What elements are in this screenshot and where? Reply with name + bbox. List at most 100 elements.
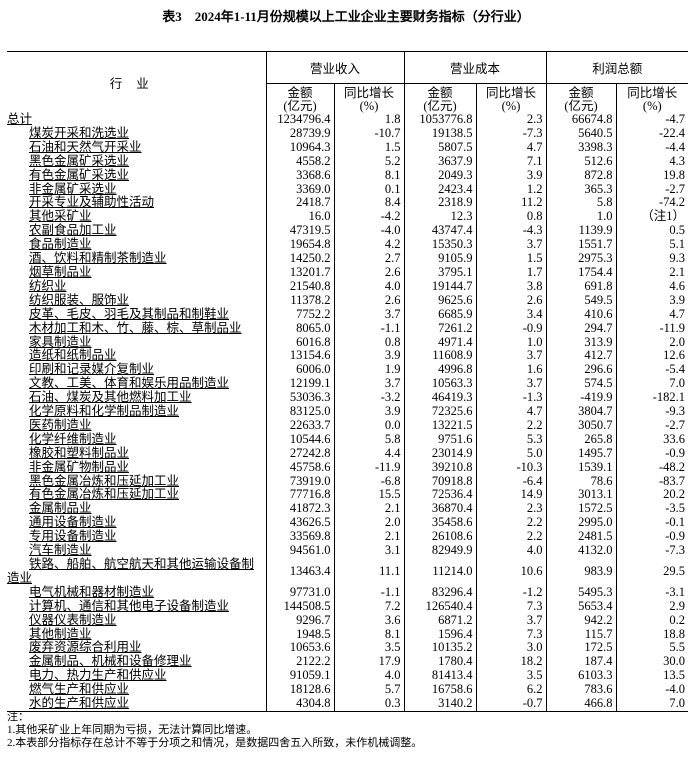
table-row: 有色金属矿采选业 3368.6 8.1 2049.3 3.9 872.8 19.8 xyxy=(7,168,689,183)
cost-growth: 3.5 xyxy=(475,668,547,684)
profit-amount: -419.9 xyxy=(545,390,617,406)
profit-growth: 30.0 xyxy=(615,654,689,670)
industry-name: 印刷和记录媒介复制业 xyxy=(29,362,155,377)
subheader-amount: 金额 (亿元) xyxy=(545,83,617,113)
revenue-amount: 10544.6 xyxy=(265,432,334,447)
industry-name: 文教、工美、体育和娱乐用品制造业 xyxy=(29,376,230,391)
cost-growth: 3.8 xyxy=(475,279,547,294)
table-row: 化学原料和化学制品制造业 83125.0 3.9 72325.6 4.7 3804.7 -9… xyxy=(7,404,689,419)
cost-amount: 4996.8 xyxy=(403,362,477,378)
profit-growth: -3.5 xyxy=(615,501,689,517)
cost-amount: 70918.8 xyxy=(403,474,477,489)
header-cost: 营业成本 xyxy=(403,51,547,84)
table-row: 印刷和记录媒介复制业 6006.0 1.9 4996.8 1.6 296.6 -5.4 xyxy=(7,362,689,378)
cost-growth: -4.3 xyxy=(475,223,547,239)
revenue-amount: 13463.4 xyxy=(265,558,334,586)
revenue-amount: 9296.7 xyxy=(265,613,334,628)
revenue-amount: 28739.9 xyxy=(265,126,334,141)
profit-amount: 1139.9 xyxy=(545,223,617,239)
industry-name: 仪器仪表制造业 xyxy=(29,612,117,627)
revenue-growth: 7.2 xyxy=(333,599,405,614)
industry-name: 酒、饮料和精制茶制造业 xyxy=(29,251,167,266)
industry-name: 其他制造业 xyxy=(29,626,92,641)
revenue-amount: 3369.0 xyxy=(265,182,334,197)
subheader-growth: 同比增长 (%) xyxy=(615,83,689,113)
cost-growth: 3.0 xyxy=(475,641,547,656)
profit-amount: 296.6 xyxy=(545,362,617,378)
revenue-amount: 47319.5 xyxy=(265,223,334,239)
cost-amount: 7261.2 xyxy=(403,321,477,336)
profit-amount: 4132.0 xyxy=(545,543,617,558)
industry-name: 木材加工和木、竹、藤、棕、草制品业 xyxy=(29,320,242,335)
revenue-amount: 3368.6 xyxy=(265,168,334,183)
table-row: 燃气生产和供应业 18128.6 5.7 16758.6 6.2 783.6 -4.0 xyxy=(7,682,689,698)
revenue-amount: 91059.1 xyxy=(265,668,334,684)
subheader-growth: 同比增长 (%) xyxy=(475,83,547,113)
table-row: 黑色金属冶炼和压延加工业 73919.0 -6.8 70918.8 -6.4 78.6 -8… xyxy=(7,473,689,489)
profit-amount: 2975.3 xyxy=(545,251,617,266)
profit-amount: 265.8 xyxy=(545,432,617,447)
cost-amount: 43747.4 xyxy=(403,223,477,239)
revenue-amount: 13154.6 xyxy=(265,349,334,364)
cost-amount: 1053776.8 xyxy=(403,112,477,127)
profit-amount: 466.8 xyxy=(545,696,617,712)
revenue-growth: 17.9 xyxy=(333,654,405,670)
revenue-amount: 1234796.4 xyxy=(265,112,334,127)
revenue-growth: -1.1 xyxy=(333,321,405,336)
profit-growth: 4.7 xyxy=(615,307,689,322)
table-row: 电力、热力生产和供应业 91059.1 4.0 81413.4 3.5 6103.3 13.… xyxy=(7,668,689,684)
profit-amount: 2995.0 xyxy=(545,515,617,531)
industry-name: 水的生产和供应业 xyxy=(7,696,266,712)
industry-name: 总计 xyxy=(7,112,33,126)
table-row: 农副食品加工业 47319.5 -4.0 43747.4 -4.3 1139.9 0.5 xyxy=(7,223,689,239)
cost-growth: 4.7 xyxy=(475,140,547,155)
cost-amount: 9105.9 xyxy=(403,251,477,266)
cost-growth: 14.9 xyxy=(475,488,547,503)
cost-growth: 2.2 xyxy=(475,515,547,531)
profit-growth: 18.8 xyxy=(615,627,689,642)
revenue-growth: 0.3 xyxy=(333,696,405,712)
profit-growth: （注1） xyxy=(615,209,689,225)
cost-amount: 10135.2 xyxy=(403,641,477,656)
cost-amount: 10563.3 xyxy=(403,376,477,392)
cost-growth: 3.9 xyxy=(475,168,547,183)
industry-name: 黑色金属冶炼和压延加工业 xyxy=(29,473,180,488)
profit-growth: -83.7 xyxy=(615,474,689,489)
profit-growth: 9.3 xyxy=(615,251,689,266)
industry-name: 铁路、船舶、航空航天和其他运输设备制造业 xyxy=(7,557,255,585)
revenue-growth: 5.2 xyxy=(333,154,405,169)
profit-growth: -7.3 xyxy=(615,543,689,558)
industry-name: 橡胶和塑料制品业 xyxy=(29,445,130,460)
revenue-growth: 3.1 xyxy=(333,543,405,558)
profit-growth: 29.5 xyxy=(615,558,689,586)
cost-growth: -1.3 xyxy=(475,390,547,406)
table-row: 通用设备制造业 43626.5 2.0 35458.6 2.2 2995.0 -0.1 xyxy=(7,515,689,531)
header-revenue: 营业收入 xyxy=(265,51,405,84)
table-row: 黑色金属矿采选业 4558.2 5.2 3637.9 7.1 512.6 4.3 xyxy=(7,154,689,169)
profit-amount: 6103.3 xyxy=(545,668,617,684)
revenue-growth: -11.9 xyxy=(333,460,405,475)
cost-amount: 15350.3 xyxy=(403,237,477,253)
cost-growth: -10.3 xyxy=(475,460,547,475)
profit-amount: 5653.4 xyxy=(545,599,617,614)
cost-amount: 9751.6 xyxy=(403,432,477,447)
profit-growth: 12.6 xyxy=(615,349,689,364)
revenue-growth: 5.8 xyxy=(333,432,405,447)
industry-name: 食品制造业 xyxy=(29,237,92,252)
cost-amount: 82949.9 xyxy=(403,543,477,558)
cost-growth: 5.0 xyxy=(475,446,547,461)
industry-name: 纺织业 xyxy=(29,278,67,293)
revenue-amount: 73919.0 xyxy=(265,474,334,489)
industry-name: 专用设备制造业 xyxy=(29,529,117,544)
revenue-amount: 13201.7 xyxy=(265,265,334,280)
table-row: 仪器仪表制造业 9296.7 3.6 6871.2 3.7 942.2 0.2 xyxy=(7,612,689,628)
revenue-amount: 27242.8 xyxy=(265,446,334,461)
table-row: 电气机械和器材制造业 97731.0 -1.1 83296.4 -1.2 5495.3 -3… xyxy=(7,585,689,600)
profit-amount: 942.2 xyxy=(545,613,617,628)
profit-amount: 549.5 xyxy=(545,293,617,308)
profit-amount: 294.7 xyxy=(545,321,617,336)
industry-name: 非金属矿采选业 xyxy=(29,181,117,196)
profit-amount: 172.5 xyxy=(545,641,617,656)
revenue-amount: 4304.8 xyxy=(265,696,334,712)
cost-amount: 16758.6 xyxy=(403,682,477,698)
